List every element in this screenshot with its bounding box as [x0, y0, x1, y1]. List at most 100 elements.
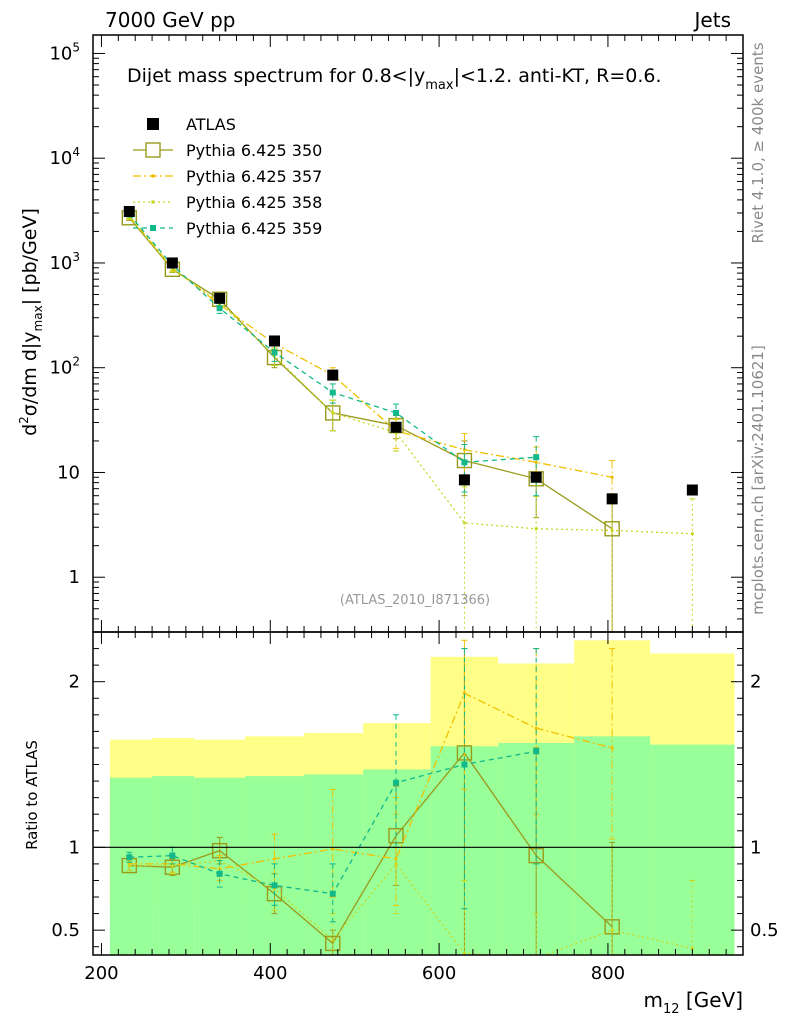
atlas-point-0: [123, 205, 135, 217]
main-y-tick-base-4: 10: [49, 148, 72, 169]
p359-point-6: [461, 459, 468, 466]
ratio-series-layer: [121, 639, 696, 955]
main-y-tick-label-3: 103: [49, 250, 80, 274]
ratio-y-tick-label-left-1: 1: [69, 837, 80, 858]
x-tick-label-0: 200: [84, 963, 118, 984]
p359-point-1: [169, 852, 176, 859]
header-right: Jets: [693, 8, 731, 32]
atlas-point-5: [390, 421, 402, 433]
legend-label-p358: Pythia 6.425 358: [186, 193, 322, 212]
xlabel-a: m: [644, 988, 663, 1012]
legend-label-atlas: ATLAS: [186, 115, 236, 134]
p358-point-6: [462, 951, 467, 955]
legend: ATLAS Pythia 6.425 350 Pythia 6.425 357 Pyt…: [133, 115, 322, 238]
ratio-y-tick-label-right-2: 2: [750, 672, 761, 693]
p358-point-0: [127, 863, 131, 868]
legend-label-p357: Pythia 6.425 357: [186, 167, 322, 186]
main-y-tick-base-5: 10: [49, 43, 72, 64]
header-left: 7000 GeV pp: [105, 8, 236, 32]
p358-point-5: [394, 862, 398, 866]
p358-point-4: [331, 411, 335, 415]
main-y-tick-exp-3: 3: [72, 250, 80, 264]
p357-point-3: [272, 857, 277, 861]
atlas-point-7: [530, 471, 542, 483]
p359-point-7: [533, 454, 540, 461]
p357-point-6: [462, 691, 467, 695]
p358-point-8: [610, 528, 614, 532]
p359-point-7: [533, 748, 540, 755]
title-rest: |<1.2. anti-KT, R=0.6.: [454, 65, 662, 87]
x-tick-label-1: 400: [253, 963, 287, 984]
ylabel-e: | [pb/GeV]: [19, 208, 41, 305]
atlas-point-9: [686, 484, 698, 496]
p359-point-2: [216, 870, 223, 877]
xlabel-c: [GeV]: [680, 988, 743, 1012]
ylabel-d: max: [31, 305, 45, 331]
main-y-tick-label-5: 105: [49, 40, 80, 64]
band-green-4: [304, 774, 364, 955]
p357-point-6: [462, 448, 467, 452]
ylabel-b: 2: [17, 416, 31, 424]
p357-point-8: [610, 746, 614, 750]
x-axis-label: m12 [GeV]: [644, 988, 743, 1017]
main-y-tick-label-2: 102: [49, 355, 80, 379]
p359-point-5: [393, 409, 400, 416]
main-y-tick-exp-2: 2: [72, 355, 80, 369]
title-main: Dijet mass spectrum for 0.8<|y: [127, 65, 425, 87]
main-y-tick-label-1: 10: [57, 462, 80, 483]
atlas-point-6: [458, 474, 470, 486]
atlas-point-2: [214, 292, 226, 304]
atlas-point-1: [166, 257, 178, 269]
p359-point-0: [126, 854, 133, 861]
p358-point-7: [534, 527, 538, 531]
p357-point-5: [394, 857, 398, 861]
legend-marker-p350: [145, 142, 161, 158]
band-green-9: [650, 744, 735, 955]
p359-point-5: [393, 779, 400, 786]
p359-point-3: [271, 882, 278, 889]
atlas-point-8: [606, 493, 618, 505]
main-y-tick-base-3: 10: [49, 253, 72, 274]
main-series-layer: [121, 205, 698, 632]
p357-line-ratio: [129, 692, 613, 870]
p358-line: [128, 216, 693, 535]
p350-point-8: [604, 521, 620, 537]
band-green-5: [363, 769, 431, 955]
atlas-point-3: [268, 335, 280, 347]
main-y-tick-base-2: 10: [49, 358, 72, 379]
p357-point-7: [534, 726, 538, 730]
p358-point-9: [690, 946, 694, 950]
ratio-y-tick-label-right-1: 1: [750, 837, 761, 858]
legend-marker-atlas: [147, 118, 159, 130]
x-tick-label-3: 800: [591, 963, 625, 984]
legend-marker-p358: [151, 200, 155, 204]
xlabel-b: 12: [663, 1002, 680, 1017]
atlas-point-4: [327, 369, 339, 381]
legend-label-p350: Pythia 6.425 350: [186, 141, 322, 160]
p357-point-4: [331, 847, 335, 851]
p359-point-4: [329, 890, 336, 897]
p359-line: [128, 214, 537, 463]
p358-point-1: [170, 863, 174, 868]
p359-point-6: [461, 761, 468, 768]
title-sub: max: [425, 78, 454, 93]
main-y-tick-exp-4: 4: [72, 145, 80, 159]
p358-line-ratio: [129, 859, 693, 955]
ratio-panel-frame: [92, 631, 744, 956]
main-y-tick-label-4: 104: [49, 145, 80, 169]
p357-point-8: [610, 475, 614, 479]
ylabel-a: d: [19, 424, 41, 436]
rivet-info: Rivet 4.1.0, ≥ 400k events: [749, 42, 767, 243]
p359-point-3: [271, 349, 278, 356]
ratio-y-tick-label-left-0: 0.5: [51, 920, 80, 941]
ratio-bands: [109, 640, 735, 955]
x-tick-label-2: 600: [422, 963, 456, 984]
p359-point-4: [329, 389, 336, 396]
p357-point-7: [534, 460, 538, 464]
p359-point-2: [216, 305, 223, 312]
p358-point-6: [462, 521, 467, 525]
ratio-y-tick-label-right-0: 0.5: [750, 920, 779, 941]
p358-point-8: [610, 928, 614, 932]
